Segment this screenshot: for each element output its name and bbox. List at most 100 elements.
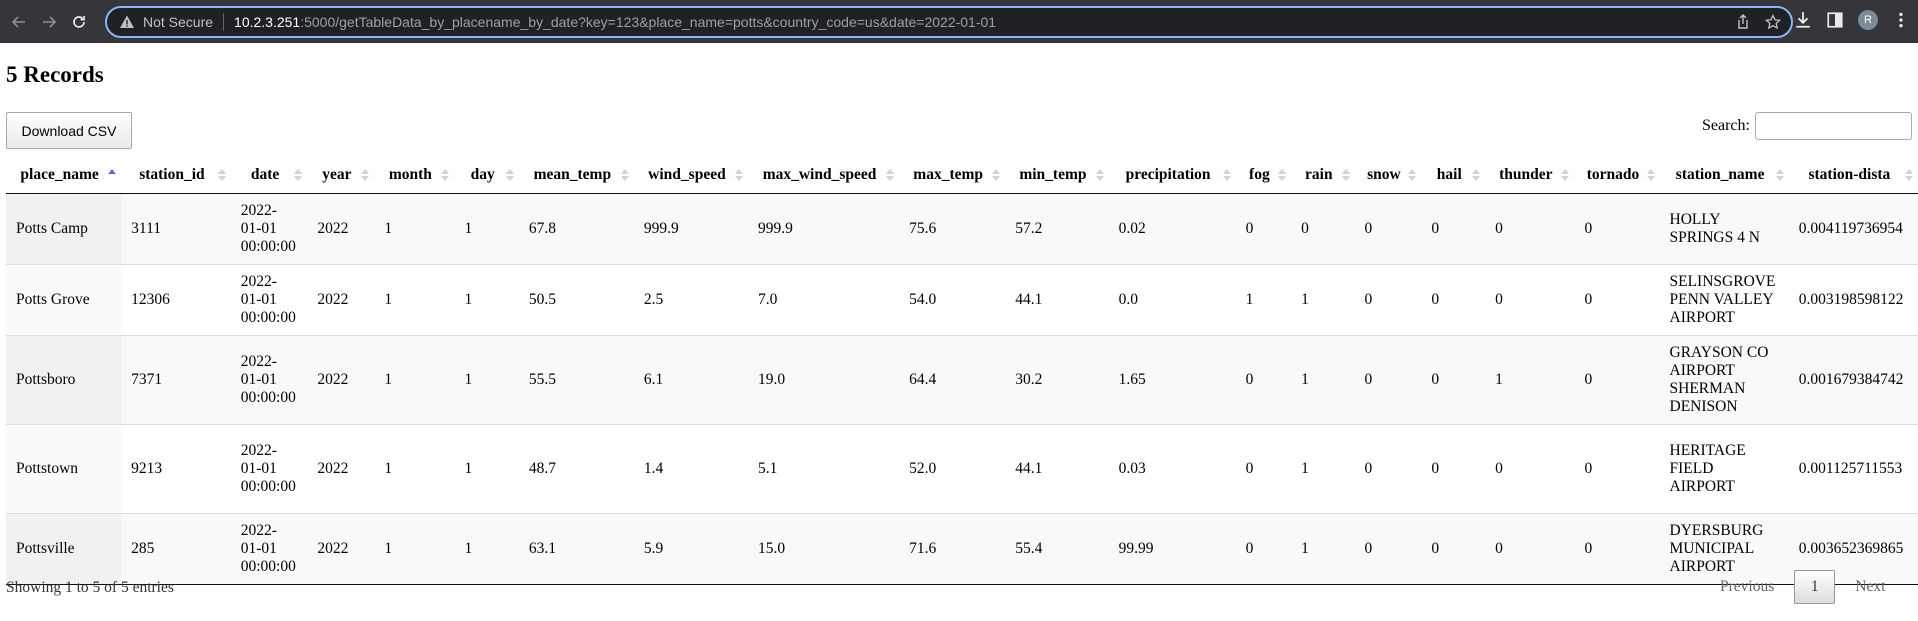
cell-min-temp: 30.2 (1005, 334, 1109, 424)
cell-station-id: 285 (121, 512, 231, 585)
column-header-place-name[interactable]: place_name (6, 158, 122, 194)
page-number-button[interactable]: 1 (1794, 570, 1836, 604)
column-header-label: min_temp (1019, 166, 1087, 184)
table-info: Showing 1 to 5 of 5 entries (6, 579, 174, 596)
cell-rain: 0 (1291, 192, 1355, 264)
cell-hail: 0 (1421, 263, 1486, 335)
column-header-hail[interactable]: hail (1421, 158, 1486, 194)
cell-date: 2022-01-01 00:00:00 (230, 263, 308, 335)
url-host: 10.2.3.251 (234, 14, 301, 30)
side-panel-icon[interactable] (1826, 11, 1844, 29)
table-row: Pottsville 285 2022-01-01 00:00:00 2022 1 1 63… (6, 512, 1918, 585)
cell-thunder: 1 (1485, 334, 1575, 424)
cell-min-temp: 44.1 (1005, 423, 1109, 513)
menu-dots-icon[interactable] (1892, 11, 1910, 29)
sort-icon (441, 169, 450, 181)
cell-max-temp: 71.6 (899, 512, 1006, 585)
column-header-min-temp[interactable]: min_temp (1005, 158, 1109, 194)
divider (223, 13, 225, 31)
forward-icon[interactable] (38, 11, 60, 33)
cell-tornado: 0 (1574, 192, 1660, 264)
cell-min-temp: 57.2 (1005, 192, 1109, 264)
column-header-station-name[interactable]: station_name (1659, 158, 1789, 194)
column-header-fog[interactable]: fog (1235, 158, 1292, 194)
cell-day: 1 (454, 334, 519, 424)
sort-icon (886, 169, 895, 181)
cell-place-name: Pottsboro (6, 334, 122, 424)
cell-station-name: SELINSGROVE PENN VALLEY AIRPORT (1659, 263, 1789, 335)
cell-precipitation: 99.99 (1108, 512, 1236, 585)
column-header-station-id[interactable]: station_id (121, 158, 231, 194)
column-header-label: fog (1249, 166, 1270, 184)
address-bar[interactable]: Not Secure 10.2.3.251:5000/getTableData_… (105, 6, 1793, 38)
sort-icon (1646, 169, 1655, 181)
cell-tornado: 0 (1574, 334, 1660, 424)
cell-max-wind-speed: 7.0 (748, 263, 900, 335)
cell-max-wind-speed: 19.0 (748, 334, 900, 424)
column-header-thunder[interactable]: thunder (1485, 158, 1575, 194)
sort-icon (1341, 169, 1350, 181)
sort-ascending-icon (108, 169, 117, 174)
cell-place-name: Potts Camp (6, 192, 122, 264)
cell-month: 1 (374, 192, 455, 264)
cell-mean-temp: 55.5 (518, 334, 634, 424)
column-header-month[interactable]: month (374, 158, 455, 194)
data-table: place_name station_id date year month day mean… (6, 158, 1918, 585)
column-header-wind-speed[interactable]: wind_speed (633, 158, 749, 194)
next-page-button[interactable]: Next (1855, 578, 1886, 595)
reload-icon[interactable] (68, 11, 90, 33)
cell-station-id: 7371 (121, 334, 231, 424)
cell-rain: 1 (1291, 334, 1355, 424)
column-header-year[interactable]: year (307, 158, 375, 194)
sort-icon (620, 169, 629, 181)
cell-snow: 0 (1354, 334, 1422, 424)
cell-station-id: 3111 (121, 192, 231, 264)
sort-icon (1278, 169, 1287, 181)
previous-page-button[interactable]: Previous (1720, 578, 1775, 595)
cell-station-name: HOLLY SPRINGS 4 N (1659, 192, 1789, 264)
column-header-label: rain (1305, 166, 1333, 184)
back-icon[interactable] (8, 11, 30, 33)
column-header-date[interactable]: date (230, 158, 308, 194)
sort-icon (992, 169, 1001, 181)
column-header-precipitation[interactable]: precipitation (1108, 158, 1236, 194)
cell-precipitation: 0.0 (1108, 263, 1236, 335)
column-header-day[interactable]: day (454, 158, 519, 194)
column-header-max-temp[interactable]: max_temp (899, 158, 1006, 194)
cell-hail: 0 (1421, 512, 1486, 585)
cell-hail: 0 (1421, 192, 1486, 264)
cell-thunder: 0 (1485, 263, 1575, 335)
share-icon[interactable] (1735, 14, 1751, 30)
column-header-label: month (388, 166, 432, 184)
cell-precipitation: 0.02 (1108, 192, 1236, 264)
cell-month: 1 (374, 423, 455, 513)
pagination: Previous 1 Next (1708, 570, 1897, 604)
column-header-rain[interactable]: rain (1291, 158, 1355, 194)
column-header-label: station_id (139, 166, 205, 184)
cell-month: 1 (374, 512, 455, 585)
cell-date: 2022-01-01 00:00:00 (230, 512, 308, 585)
column-header-tornado[interactable]: tornado (1574, 158, 1660, 194)
cell-rain: 1 (1291, 263, 1355, 335)
cell-date: 2022-01-01 00:00:00 (230, 334, 308, 424)
column-header-station-dista[interactable]: station-dista (1788, 158, 1918, 194)
search-label: Search: (1702, 117, 1750, 134)
column-header-snow[interactable]: snow (1354, 158, 1422, 194)
cell-mean-temp: 63.1 (518, 512, 634, 585)
search-box: Search: (1702, 112, 1912, 140)
search-input[interactable] (1754, 112, 1912, 140)
download-csv-button[interactable]: Download CSV (6, 112, 132, 149)
table-row: Pottstown 9213 2022-01-01 00:00:00 2022 1 1 48… (6, 423, 1918, 513)
column-header-max-wind-speed[interactable]: max_wind_speed (748, 158, 900, 194)
cell-station-name: HERITAGE FIELD AIRPORT (1659, 423, 1789, 513)
cell-station-id: 12306 (121, 263, 231, 335)
bookmark-star-icon[interactable] (1765, 14, 1781, 30)
table-row: Potts Camp 3111 2022-01-01 00:00:00 2022 1 1 6… (6, 192, 1918, 264)
column-header-mean-temp[interactable]: mean_temp (518, 158, 634, 194)
cell-max-wind-speed: 15.0 (748, 512, 900, 585)
cell-max-temp: 75.6 (899, 192, 1006, 264)
profile-avatar[interactable]: R (1858, 10, 1878, 30)
sort-icon (735, 169, 744, 181)
download-icon[interactable] (1794, 11, 1812, 29)
cell-mean-temp: 67.8 (518, 192, 634, 264)
